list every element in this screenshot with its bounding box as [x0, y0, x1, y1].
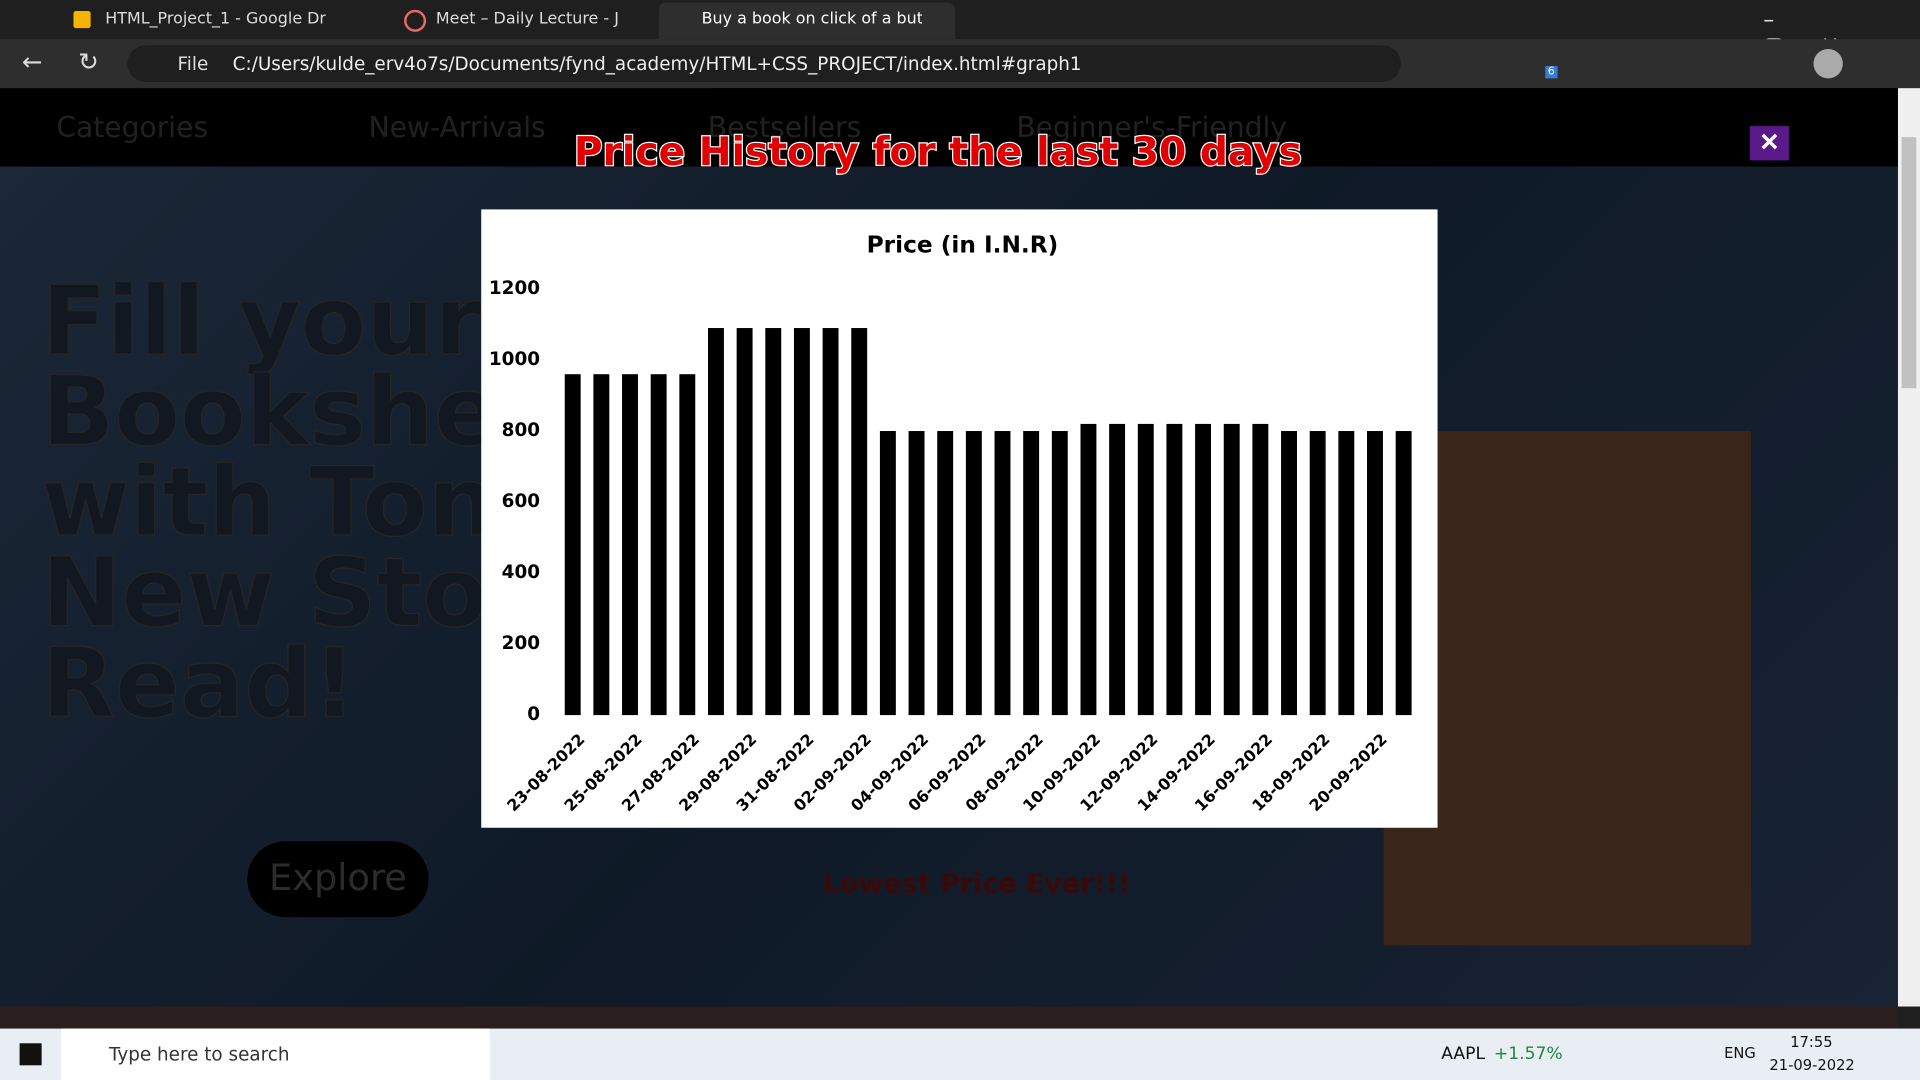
hero-line: with Tons: [41, 448, 553, 559]
bar: [1309, 431, 1326, 716]
extension-badge: 6: [1545, 66, 1558, 79]
y-tick-label: 1000: [489, 349, 540, 370]
active-tab-bg: [658, 2, 956, 40]
nav-link[interactable]: New-Arrivals: [368, 112, 546, 145]
chart-title: Price (in I.N.R): [867, 232, 1059, 259]
bar: [593, 374, 610, 716]
modal-title: Price History for the last 30 days: [574, 130, 1302, 175]
nav-link[interactable]: Beginner's-Friendly: [1016, 112, 1287, 145]
ticker[interactable]: AAPL: [1441, 1044, 1486, 1065]
close-button[interactable]: ✕: [1749, 126, 1789, 161]
tab[interactable]: Meet – Daily Lecture - JavaS: [435, 9, 620, 29]
bar: [1109, 423, 1126, 716]
explore-button[interactable]: Explore: [247, 841, 429, 918]
record-icon: [404, 9, 427, 32]
language[interactable]: ENG: [1724, 1044, 1756, 1062]
search-box[interactable]: [61, 1028, 490, 1080]
hero-line: New Stor: [41, 538, 536, 649]
bar: [793, 328, 810, 716]
clock-time: 17:55: [1790, 1033, 1833, 1051]
clock-date: 21-09-2022: [1769, 1056, 1855, 1074]
bar: [708, 328, 724, 716]
bar: [1051, 431, 1068, 716]
tab[interactable]: HTML_Project_1 - Google Drive: [105, 9, 326, 29]
bar: [736, 328, 753, 716]
bar: [622, 374, 638, 716]
y-tick-label: 0: [527, 704, 540, 725]
bar: [1166, 423, 1183, 716]
bar: [851, 328, 868, 716]
books-art: [1383, 431, 1752, 946]
bar: [1195, 423, 1212, 716]
page-footer: [0, 1006, 1898, 1029]
back-button[interactable]: ←: [22, 46, 43, 76]
url: C:/Users/kulde_erv4o7s/Documents/fynd_ac…: [232, 52, 1082, 75]
bar: [1137, 423, 1154, 716]
tab[interactable]: Buy a book on click of a button: [701, 9, 923, 29]
scroll-thumb[interactable]: [1901, 137, 1917, 389]
drive-icon: [73, 11, 91, 29]
ticker-change: +1.57%: [1493, 1044, 1563, 1065]
taskbar: Type here to search AAPL +1.57% ENG 17:5…: [0, 1028, 1920, 1080]
nav-link[interactable]: Bestsellers: [707, 112, 862, 145]
tab-strip: [0, 0, 1920, 40]
bar: [1281, 431, 1297, 716]
reload-button[interactable]: ↻: [78, 46, 99, 76]
search-placeholder: Type here to search: [108, 1043, 290, 1066]
start-button[interactable]: [19, 1043, 42, 1066]
y-tick-label: 800: [502, 420, 540, 441]
bar: [679, 374, 696, 716]
bar: [1338, 431, 1355, 716]
bar: [908, 431, 925, 716]
chart-box: [481, 209, 1438, 828]
y-tick-label: 600: [502, 491, 540, 512]
bar: [1252, 423, 1269, 716]
bar: [765, 328, 782, 716]
bar: [937, 431, 954, 716]
address-scheme: File: [177, 52, 209, 75]
bar: [879, 431, 896, 716]
address-bar[interactable]: [127, 45, 1401, 83]
bar: [650, 374, 667, 716]
promo-text: Lowest Price Ever!!!: [822, 869, 1131, 901]
profile[interactable]: [1813, 48, 1843, 79]
bar: [965, 431, 982, 716]
bar: [564, 374, 581, 716]
y-tick-label: 200: [502, 633, 540, 654]
y-tick-label: 400: [502, 562, 540, 583]
nav-link[interactable]: Categories: [56, 112, 209, 145]
bar: [1395, 431, 1412, 716]
bar: [994, 431, 1011, 716]
hero-line: Fill your: [41, 266, 482, 378]
bar: [1223, 423, 1240, 716]
bar: [1367, 431, 1383, 716]
hero-line: Bookshel: [41, 357, 532, 468]
y-tick-label: 1200: [489, 278, 540, 299]
nav-bar: [0, 88, 1898, 167]
bar: [1023, 431, 1040, 716]
bar: [822, 328, 839, 716]
hero-line: Read!: [41, 629, 357, 740]
bar: [1080, 423, 1097, 716]
scrollbar: [1897, 88, 1920, 1007]
